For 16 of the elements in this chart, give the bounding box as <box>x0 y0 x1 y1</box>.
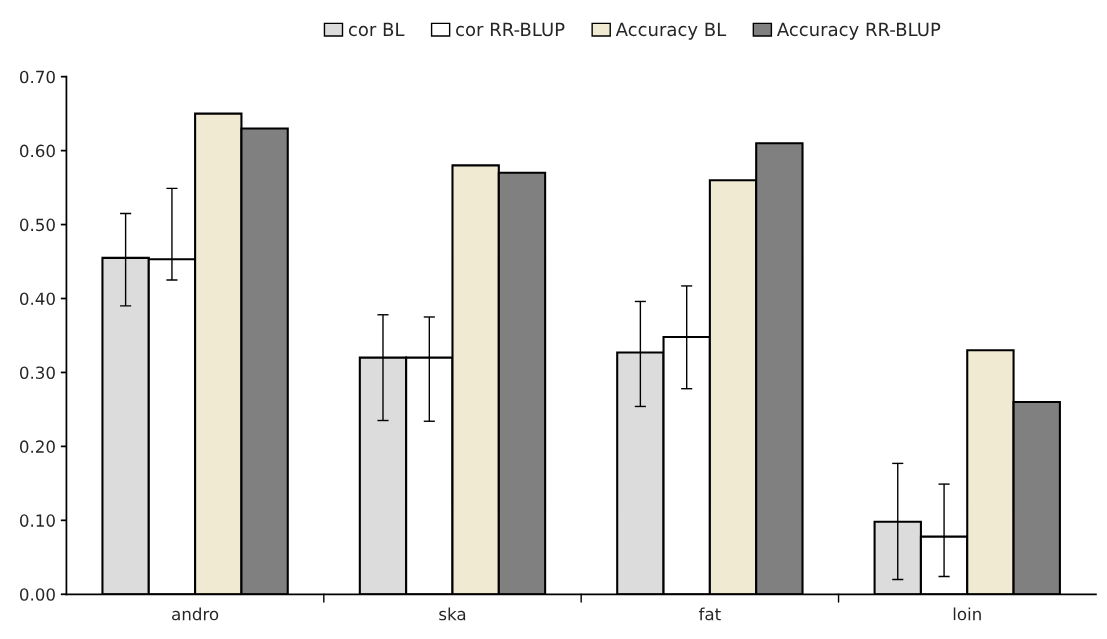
y-tick-label: 0.10 <box>19 514 55 527</box>
x-tick-label: andro <box>172 607 219 621</box>
x-tick-label: fat <box>698 607 721 621</box>
x-tick-label: ska <box>439 607 466 621</box>
legend-label: Accuracy RR-BLUP <box>776 22 941 40</box>
y-tick-label: 0.40 <box>19 292 55 306</box>
legend-label: Accuracy BL <box>615 22 727 40</box>
y-tick-label: 0.50 <box>19 218 55 232</box>
y-tick-label: 0.00 <box>19 588 55 601</box>
y-tick-label: 0.20 <box>19 440 55 453</box>
legend-label: cor RR-BLUP <box>456 22 565 37</box>
legend-label: cor BL <box>348 22 405 37</box>
y-tick-label: 0.60 <box>19 144 55 158</box>
y-tick-label: 0.70 <box>19 70 55 84</box>
y-tick-label: 0.30 <box>19 366 55 380</box>
x-tick-label: loin <box>953 607 981 621</box>
